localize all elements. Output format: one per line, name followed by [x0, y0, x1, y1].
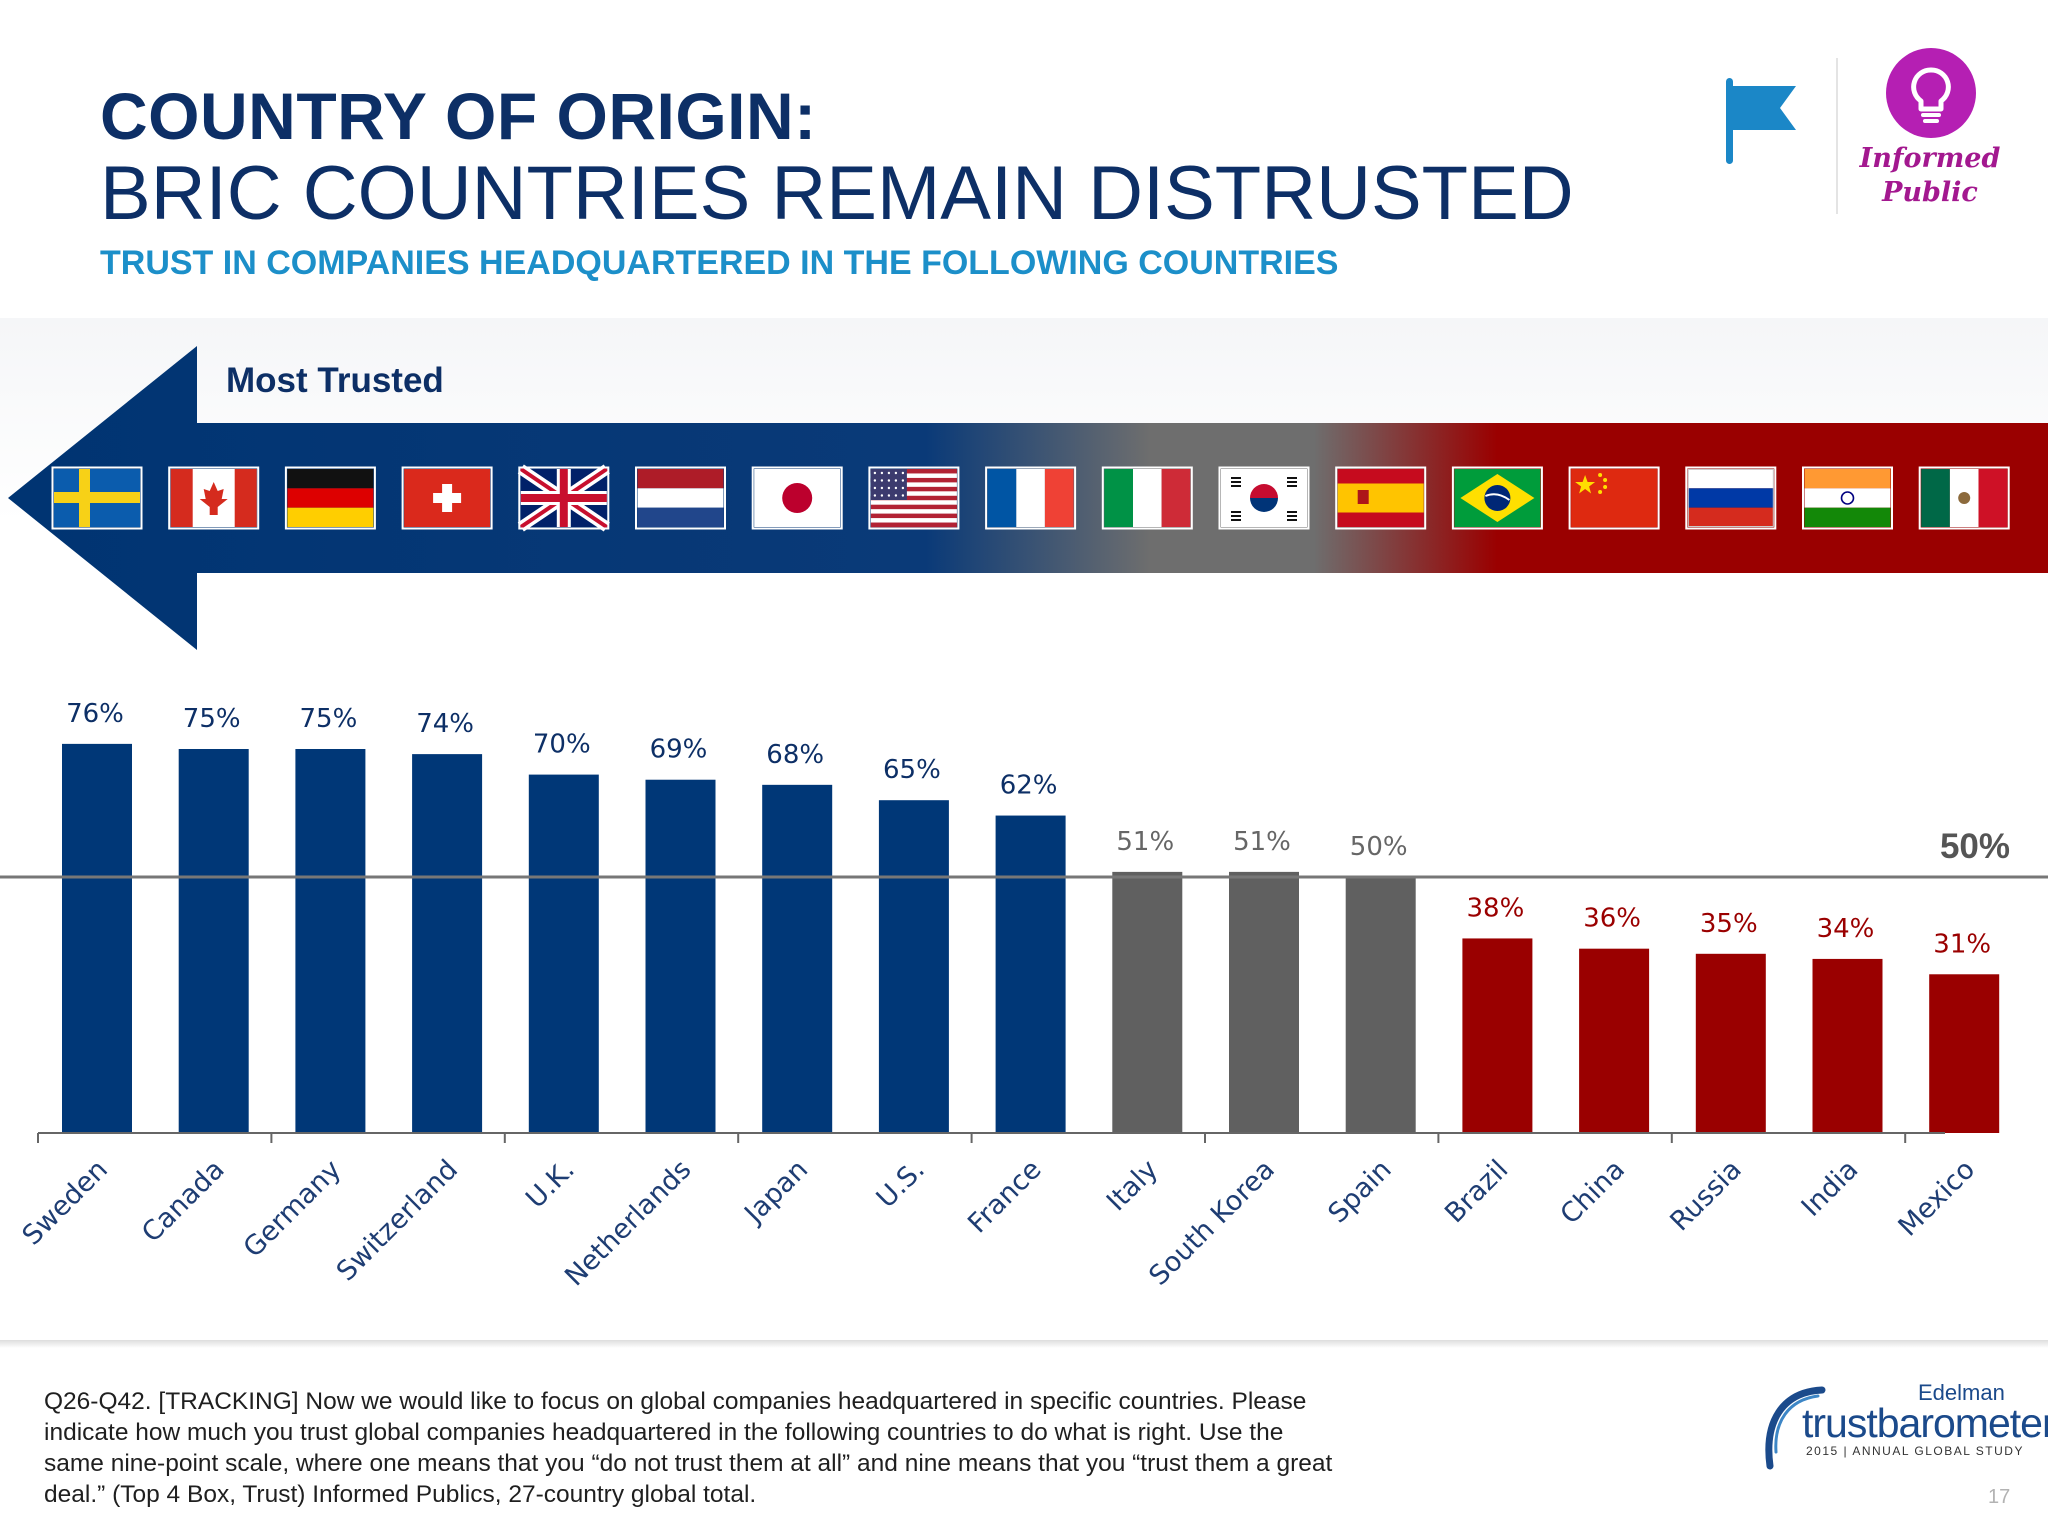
bar-netherlands — [645, 779, 716, 1133]
data-label-canada: 75% — [183, 704, 241, 734]
data-label-india: 34% — [1817, 914, 1875, 944]
bar-germany — [295, 749, 366, 1133]
reference-line-label: 50% — [1940, 827, 2010, 866]
spain-flag — [1335, 466, 1427, 530]
canada-flag — [168, 466, 260, 530]
page-title: COUNTRY OF ORIGIN: — [100, 79, 817, 153]
data-label-u-k: 70% — [533, 730, 591, 760]
category-label-netherlands: Netherlands — [559, 1154, 697, 1292]
most-trusted-label: Most Trusted — [226, 361, 444, 400]
bar-russia — [1695, 953, 1766, 1133]
bar-canada — [178, 749, 249, 1133]
netherlands-flag — [635, 466, 726, 530]
bar-italy — [1112, 871, 1183, 1133]
edelman-logo: Edelman — [1918, 1380, 2005, 1405]
france-flag — [985, 466, 1077, 530]
category-label-japan: Japan — [738, 1154, 815, 1231]
category-label-france: France — [962, 1154, 1047, 1239]
page-subtitle: TRUST IN COMPANIES HEADQUARTERED IN THE … — [100, 244, 1339, 282]
category-label-u-s: U.S. — [871, 1154, 931, 1214]
page-number: 17 — [1988, 1486, 2011, 1508]
data-label-switzerland: 74% — [416, 709, 474, 739]
bar-china — [1579, 948, 1650, 1133]
data-label-germany: 75% — [300, 704, 358, 734]
brazil-flag — [1451, 466, 1543, 530]
category-label-mexico: Mexico — [1893, 1154, 1982, 1243]
category-label-spain: Spain — [1322, 1154, 1397, 1229]
category-label-italy: Italy — [1101, 1154, 1164, 1217]
sweden-flag — [51, 466, 143, 530]
category-label-canada: Canada — [136, 1154, 231, 1249]
category-label-switzerland: Switzerland — [331, 1154, 464, 1287]
bar-switzerland — [412, 754, 483, 1133]
footnote: Q26-Q42. [TRACKING] Now we would like to… — [44, 1388, 1333, 1508]
lightbulb-icon — [1886, 48, 1976, 138]
data-label-south-korea: 51% — [1233, 827, 1291, 857]
study-label: 2015 | ANNUAL GLOBAL STUDY — [1806, 1444, 2024, 1458]
data-label-mexico: 31% — [1933, 929, 1991, 959]
bar-sweden — [62, 743, 132, 1133]
category-label-sweden: Sweden — [17, 1154, 114, 1251]
russia-flag — [1685, 466, 1777, 530]
trustbarometer-swoosh-icon — [1765, 1386, 1826, 1470]
data-label-brazil: 38% — [1467, 893, 1525, 923]
category-label-south-korea: South Korea — [1143, 1154, 1281, 1292]
bar-brazil — [1462, 938, 1533, 1133]
japan-flag — [751, 466, 843, 530]
data-label-russia: 35% — [1700, 909, 1758, 939]
data-label-netherlands: 69% — [650, 735, 708, 765]
uk-flag — [517, 464, 610, 532]
italy-flag — [1101, 466, 1193, 530]
bar-spain — [1345, 877, 1416, 1133]
flag-icon — [1726, 78, 1796, 164]
bar-u-s — [878, 800, 949, 1133]
mexico-flag — [1918, 466, 2010, 530]
data-label-spain: 50% — [1350, 832, 1408, 862]
category-label-brazil: Brazil — [1439, 1154, 1514, 1229]
panel-divider — [0, 1340, 2048, 1348]
germany-flag — [284, 466, 376, 530]
bar-france — [995, 815, 1066, 1133]
badge-label: Informed Public — [1859, 143, 2001, 208]
page-headline: BRIC COUNTRIES REMAIN DISTRUSTED — [100, 151, 1574, 236]
category-label-germany: Germany — [238, 1154, 348, 1264]
data-label-sweden: 76% — [66, 699, 124, 729]
india-flag — [1802, 466, 1893, 530]
bar-japan — [762, 784, 833, 1133]
bar-mexico — [1929, 974, 2000, 1133]
bar-india — [1812, 958, 1883, 1133]
bar-u-k — [528, 774, 599, 1133]
south-korea-flag — [1218, 466, 1310, 530]
data-label-france: 62% — [1000, 771, 1058, 801]
china-flag — [1568, 466, 1660, 530]
category-label-china: China — [1555, 1154, 1631, 1230]
badge-divider — [1836, 58, 1838, 214]
category-label-u-k: U.K. — [520, 1154, 581, 1215]
category-label-india: India — [1796, 1154, 1865, 1223]
data-label-japan: 68% — [766, 740, 824, 770]
bar-south-korea — [1229, 871, 1299, 1133]
category-label-russia: Russia — [1664, 1154, 1747, 1237]
data-label-u-s: 65% — [883, 755, 941, 785]
data-label-china: 36% — [1583, 904, 1641, 934]
switzerland-flag — [401, 466, 493, 530]
data-label-italy: 51% — [1116, 827, 1174, 857]
trust-chart: Most Trusted 76% 75% 75% 74% 70% 69% 68% 65% 62%… — [0, 346, 2048, 1292]
us-flag — [868, 466, 960, 530]
trustbarometer-logo: trustbarometer — [1802, 1400, 2048, 1446]
